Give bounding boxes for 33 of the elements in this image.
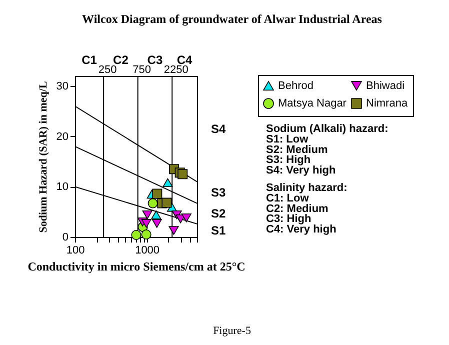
x-tick-label: 1000 [135,244,160,256]
y-tick-label: 10 [56,181,68,194]
y-tick-label: 0 [62,232,68,244]
text: S4 [211,122,226,136]
y-tick-label: 30 [56,80,68,93]
legend-label: Behrod [278,80,314,92]
text: S2 [211,206,226,221]
text: C1 [82,53,98,67]
text: S3: High [266,154,311,166]
ref-line-label: 250 [98,64,117,76]
text: S2: Medium [266,144,328,156]
text: C3 [147,53,163,67]
ref-line-label: 750 [132,64,152,76]
legend-label: Nimrana [366,98,408,110]
text: C4: Very high [266,224,337,236]
legend-label: Matsya Nagar [278,98,347,110]
text: Wilcox Diagram of groundwater of Alwar Industrial Areas [82,12,382,26]
x-axis-title: Conductivity in micro Siemens/cm at 25°C [28,260,246,274]
text: S3 [211,185,226,200]
text: C1: Low [266,192,310,204]
text: S1 [211,223,226,238]
y-axis-title: Sodium Hazard (SAR) in meq/L [37,81,50,233]
text: Sodium (Alkali) hazard: [266,123,388,135]
legend-label: Bhiwadi [366,80,405,92]
text: S1: Low [266,133,309,146]
text: C3: High [266,213,312,226]
ref-line-label: 2250 [164,64,188,76]
text: Salinity hazard: [266,182,348,194]
y-tick-label: 20 [56,130,68,143]
text: C2: Medium [266,202,329,215]
x-tick-label: 100 [66,244,85,256]
text: S4: Very high [266,164,336,177]
text: Figure-5 [213,325,252,337]
